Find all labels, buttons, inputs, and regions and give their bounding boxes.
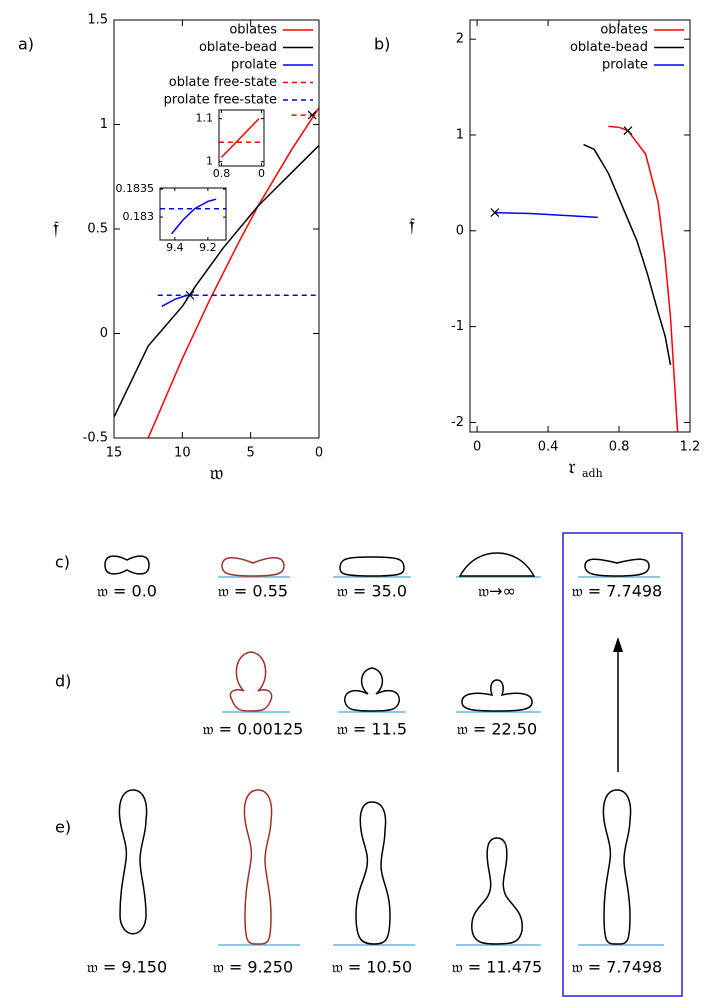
shape-caption: 𝔴 = 9.250	[213, 958, 293, 977]
x-axis-label: 𝔴	[210, 461, 224, 485]
row-label: d)	[55, 672, 71, 691]
shape-caption: 𝔴 = 11.5	[337, 720, 407, 739]
y-tick-label: 1	[456, 127, 464, 142]
chart: -2 -1 0 1 2 0 0.4 0.8 1.2 oblates oblate-bead prola…	[374, 20, 700, 480]
shape-caption: 𝔴 = 0.55	[218, 582, 288, 601]
y-tick-label: 0.183	[123, 210, 155, 223]
y-tick-label: -0.5	[83, 431, 108, 446]
shape	[603, 790, 630, 944]
legend-label: oblates	[600, 23, 648, 38]
shape	[472, 838, 522, 944]
arrow-head	[613, 637, 623, 652]
highlight-box	[563, 533, 682, 996]
y-tick-label: -1	[451, 319, 464, 334]
shape	[356, 802, 390, 944]
x-tick-label: 9.4	[166, 241, 184, 254]
shape	[222, 558, 284, 576]
legend-label: oblate-bead	[199, 40, 277, 55]
panel-label: a)	[18, 35, 34, 54]
inset: 0.183 0.1835 9.4 9.2	[116, 182, 227, 254]
shape	[462, 680, 532, 711]
shape-caption: 𝔴 = 10.50	[332, 958, 412, 977]
x-tick-label: 0.8	[609, 440, 630, 455]
marker	[624, 127, 632, 135]
shape	[340, 557, 404, 576]
x-tick-label: 0	[258, 167, 265, 180]
y-tick-label: 1	[100, 117, 108, 132]
y-tick-label: 0	[100, 326, 108, 341]
legend-label: oblate free-state	[169, 75, 277, 90]
shape-caption: 𝔴 = 7.7498	[572, 958, 663, 977]
inset-background	[160, 188, 226, 240]
y-tick-label: 1.1	[196, 112, 214, 125]
x-axis-label-sub: adh	[582, 467, 603, 480]
shape-caption: 𝔴 = 22.50	[457, 720, 537, 739]
inset: 1 1.1 0.8 0	[196, 110, 266, 180]
row-label: e)	[55, 818, 71, 837]
shape	[345, 668, 399, 711]
shape	[460, 553, 534, 576]
figure: -0.500.511.5151050oblatesoblate-beadprol…	[0, 0, 710, 997]
x-tick-label: 0.8	[213, 167, 231, 180]
x-tick-label: 0	[315, 446, 323, 461]
legend-label: prolate	[602, 58, 648, 73]
x-tick-label: 10	[174, 446, 191, 461]
shape-panel	[105, 533, 682, 996]
shape-caption: 𝔴→∞	[478, 582, 516, 601]
shape-caption: 𝔴 = 9.150	[87, 958, 167, 977]
series-line	[584, 145, 671, 365]
legend-label: oblates	[229, 23, 277, 38]
y-tick-label: 0.1835	[116, 182, 155, 195]
x-tick-label: 15	[106, 446, 123, 461]
inset-background	[219, 110, 264, 166]
shape	[105, 556, 149, 574]
x-tick-label: 0	[473, 440, 481, 455]
shape-caption: 𝔴 = 11.475	[452, 958, 543, 977]
legend-label: oblate-bead	[570, 40, 648, 55]
y-axis-label: 𝔣	[53, 216, 59, 240]
x-tick-label: 1.2	[680, 440, 701, 455]
shape	[585, 559, 649, 576]
y-axis-label: 𝔣	[409, 213, 415, 237]
panel-label: b)	[374, 35, 390, 54]
shape	[244, 790, 271, 944]
series-line	[495, 213, 598, 218]
shape	[119, 790, 146, 934]
series-line	[608, 126, 677, 432]
y-tick-label: 1.5	[87, 13, 108, 28]
frame	[470, 20, 690, 432]
x-tick-label: 0.4	[538, 440, 559, 455]
shape-caption: 𝔴 = 7.7498	[572, 582, 663, 601]
legend-label: prolate	[231, 58, 277, 73]
y-tick-label: -2	[451, 415, 464, 430]
y-tick-label: 1	[206, 155, 213, 168]
x-tick-label: 5	[247, 446, 255, 461]
shape-caption: 𝔴 = 0.0	[97, 582, 157, 601]
legend-label: prolate free-state	[164, 93, 277, 108]
shape	[230, 652, 271, 711]
y-tick-label: 0.5	[87, 222, 108, 237]
y-tick-label: 0	[456, 223, 464, 238]
shape-caption: 𝔴 = 0.00125	[203, 720, 304, 739]
shape-caption: 𝔴 = 35.0	[337, 582, 407, 601]
x-tick-label: 9.2	[199, 241, 217, 254]
y-tick-label: 2	[456, 32, 464, 47]
row-label: c)	[55, 553, 70, 572]
x-axis-label: 𝔯	[568, 455, 575, 479]
